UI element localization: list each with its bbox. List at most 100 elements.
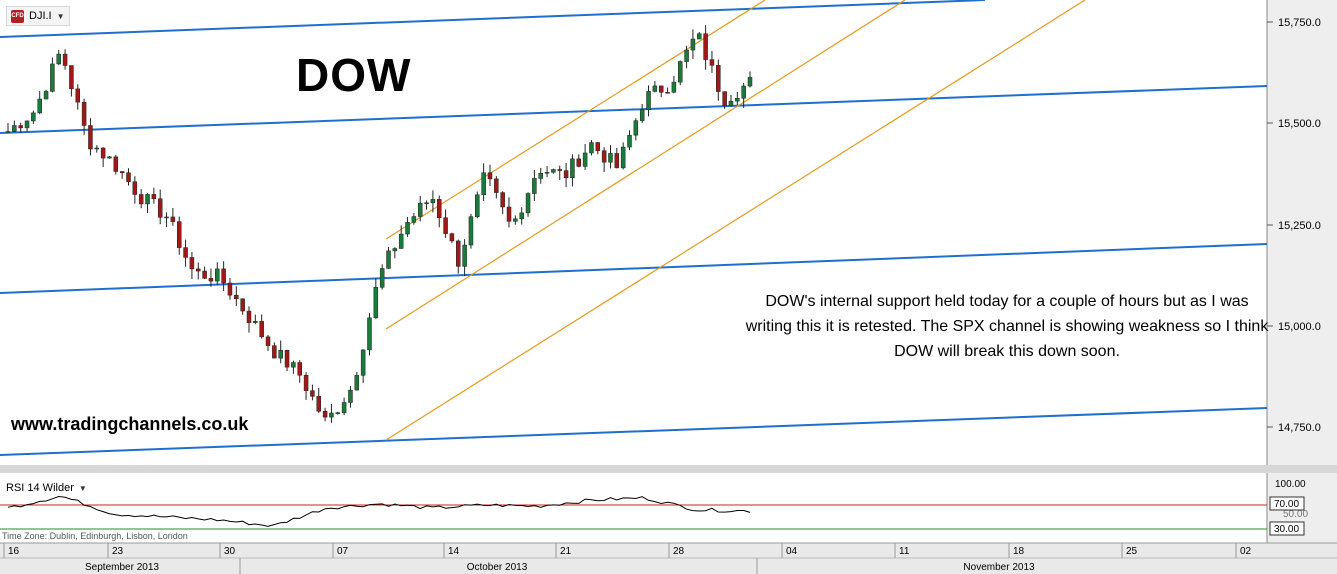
candle-body [405, 222, 410, 235]
support-line[interactable] [0, 85, 1268, 134]
x-tick-label: 25 [1126, 546, 1138, 557]
candle-body [157, 198, 163, 218]
candle-body [563, 170, 569, 178]
candle-body [196, 268, 201, 272]
candle-body [735, 98, 740, 102]
candle-body [551, 169, 556, 173]
candle-body [475, 194, 480, 217]
candle-body [728, 100, 734, 107]
month-label: October 2013 [467, 562, 528, 573]
candle-body [234, 294, 239, 300]
month-label: November 2013 [963, 562, 1035, 573]
candle-body [348, 389, 353, 403]
candle-body [31, 112, 36, 122]
candle-body [88, 125, 93, 150]
x-tick-label: 07 [337, 546, 349, 557]
candle-body [145, 194, 150, 205]
rsi-upper-value: 70.00 [1274, 499, 1299, 510]
candle-body [202, 270, 207, 279]
candle-body [627, 134, 632, 148]
candle-body [208, 278, 214, 282]
rsi-lower-value: 30.00 [1274, 524, 1299, 535]
candle-body [741, 85, 746, 99]
candle-body [132, 181, 138, 195]
symbol-label: DJI.I [29, 10, 52, 22]
candle-body [398, 233, 404, 249]
candle-body [716, 65, 721, 92]
y-ticks: 15,750.0 15,500.0 15,250.0 15,000.0 14,7… [1267, 17, 1321, 434]
candle-body [690, 38, 696, 51]
candle-body [227, 282, 233, 296]
candle-body [119, 171, 125, 173]
candle-body [12, 125, 17, 132]
support-line[interactable] [0, 0, 986, 38]
candle-body [519, 212, 524, 220]
candle-body [671, 81, 677, 93]
candle-body [297, 362, 302, 376]
candle-body [215, 268, 220, 282]
channel-lines[interactable] [385, 0, 1086, 441]
candle-body [126, 172, 131, 182]
candle-body [513, 218, 518, 222]
month-labels: September 2013 October 2013 November 2013 [85, 558, 1035, 574]
website-label: www.tradingchannels.co.uk [11, 414, 249, 434]
candle-body [646, 91, 651, 110]
candle-body [100, 147, 106, 159]
channel-line[interactable] [385, 0, 906, 330]
candle-body [595, 142, 601, 151]
channel-line[interactable] [385, 0, 1086, 441]
candle-body [417, 203, 423, 217]
candle-body [50, 63, 55, 92]
y-tick-label: 15,250.0 [1278, 220, 1321, 232]
rsi-line [7, 495, 751, 527]
candle-body [24, 120, 30, 129]
candle-body [462, 244, 467, 267]
annotation-note: DOW's internal support held today for a … [745, 293, 1269, 360]
candle-body [18, 125, 23, 129]
x-tick-label: 30 [224, 546, 236, 557]
x-tick-label: 18 [1013, 546, 1025, 557]
x-tick-label: 21 [560, 546, 572, 557]
rsi-label: RSI 14 Wilder [6, 482, 74, 494]
candle-body [487, 172, 493, 180]
candle-body [183, 247, 188, 258]
candle-body [538, 172, 543, 179]
support-line[interactable] [0, 407, 1268, 456]
candle-body [658, 85, 664, 93]
candle-body [310, 390, 315, 397]
candle-body [449, 233, 455, 242]
timezone-label: Time Zone: Dublin, Edinburgh, Lisbon, Lo… [2, 531, 188, 541]
candle-body [246, 310, 252, 323]
month-label: September 2013 [85, 562, 159, 573]
candle-body [557, 169, 562, 171]
chevron-down-icon[interactable]: ▼ [78, 483, 87, 493]
x-tick-label: 04 [786, 546, 798, 557]
x-tick-label: 28 [673, 546, 685, 557]
cfd-icon: CFD [11, 9, 24, 23]
candle-body [329, 412, 334, 418]
x-ticks: 16 23 30 07 14 21 28 04 11 18 25 02 [3, 543, 1252, 558]
x-tick-label: 14 [448, 546, 460, 557]
candle-body [367, 317, 372, 351]
candle-body [272, 345, 277, 359]
candle-body [284, 349, 290, 368]
channel-line[interactable] [385, 0, 766, 240]
candle-body [684, 49, 689, 62]
candle-body [37, 98, 42, 114]
y-tick-label: 14,750.0 [1278, 422, 1321, 434]
candle-body [189, 257, 195, 270]
candle-body [138, 194, 144, 205]
candle-body [747, 77, 753, 87]
candles [5, 25, 753, 423]
candle-body [335, 412, 341, 414]
rsi-selector[interactable]: RSI 14 Wilder ▼ [6, 482, 87, 494]
chevron-down-icon[interactable]: ▼ [56, 11, 65, 21]
candle-body [62, 53, 68, 66]
rsi-upper-badge [1269, 496, 1305, 511]
candle-body [456, 240, 461, 267]
candle-body [5, 131, 11, 133]
candle-body [360, 349, 366, 376]
symbol-selector[interactable]: CFD DJI.I ▼ [6, 6, 70, 26]
panel-separator[interactable] [0, 465, 1337, 473]
